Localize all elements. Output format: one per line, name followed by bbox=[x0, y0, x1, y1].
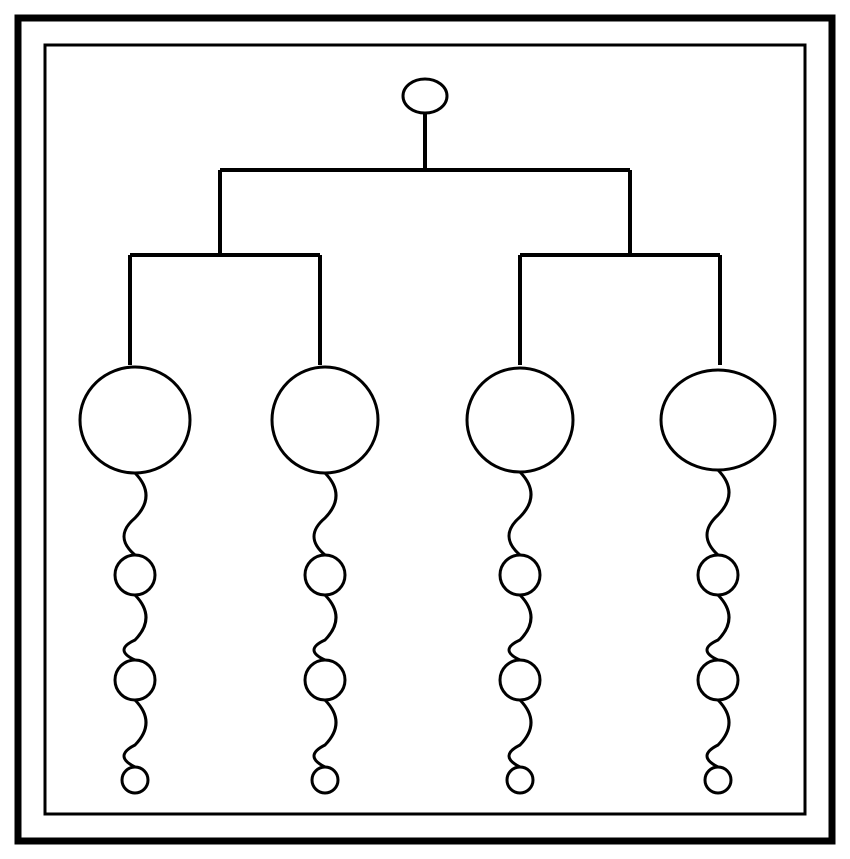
tail-1-bead-2 bbox=[312, 767, 338, 793]
tail-2-seg-0 bbox=[509, 472, 531, 555]
tail-3-seg-2 bbox=[707, 700, 729, 767]
tail-2-bead-1 bbox=[500, 660, 540, 700]
leaf-node-3 bbox=[661, 370, 775, 470]
tail-2-bead-2 bbox=[507, 767, 533, 793]
tail-2-bead-0 bbox=[500, 555, 540, 595]
tail-3-bead-0 bbox=[698, 555, 738, 595]
tail-3-seg-0 bbox=[707, 470, 729, 555]
tail-3-bead-2 bbox=[705, 767, 731, 793]
tail-1-bead-1 bbox=[305, 660, 345, 700]
tail-0-bead-1 bbox=[115, 660, 155, 700]
tail-1-seg-2 bbox=[314, 700, 336, 767]
tail-2-seg-2 bbox=[509, 700, 531, 767]
tail-0-seg-2 bbox=[124, 700, 146, 767]
tail-0-seg-1 bbox=[124, 595, 146, 660]
leaf-node-2 bbox=[467, 368, 573, 472]
root-node bbox=[403, 79, 447, 113]
tail-3-bead-1 bbox=[698, 660, 738, 700]
tail-0-seg-0 bbox=[124, 473, 146, 555]
tail-0-bead-0 bbox=[115, 555, 155, 595]
tail-0-bead-2 bbox=[122, 767, 148, 793]
tail-3-seg-1 bbox=[707, 595, 729, 660]
tail-1-seg-0 bbox=[314, 473, 336, 555]
leaf-node-0 bbox=[80, 367, 190, 473]
tail-1-bead-0 bbox=[305, 555, 345, 595]
leaf-node-1 bbox=[272, 367, 378, 473]
tree-diagram bbox=[0, 0, 850, 859]
tail-1-seg-1 bbox=[314, 595, 336, 660]
tail-2-seg-1 bbox=[509, 595, 531, 660]
